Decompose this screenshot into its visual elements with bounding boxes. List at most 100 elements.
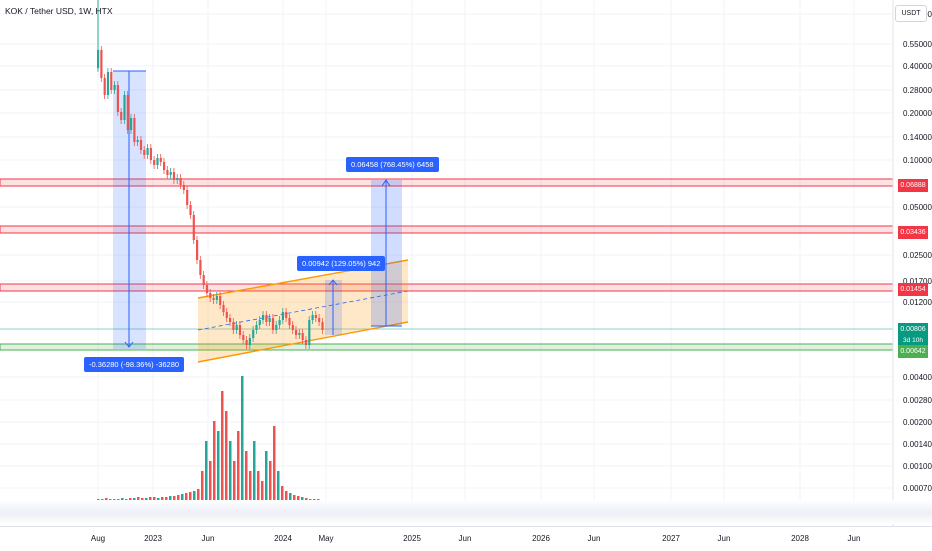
candle-body [301, 333, 304, 340]
candle-body [169, 172, 172, 175]
candle-body [288, 318, 291, 325]
volume-bar [241, 376, 244, 501]
candle-body [110, 72, 113, 90]
candle-body [321, 322, 324, 330]
time-axis-label: 2023 [144, 534, 162, 543]
candle-body [163, 162, 166, 170]
volume-bar [185, 493, 188, 501]
price-tick-label: 0.40000 [903, 62, 932, 71]
volume-series [97, 376, 320, 501]
candle-body [126, 95, 129, 130]
time-axis-label: May [318, 534, 334, 543]
candle-body [136, 140, 139, 142]
volume-bar [305, 498, 308, 501]
time-axis-label: Jun [847, 534, 861, 543]
candle-body [123, 95, 126, 120]
time-axis-label: 2025 [403, 534, 421, 543]
target2-measure-label[interactable]: 0.06458 (768.45%) 6458 [346, 157, 439, 172]
candle-body [156, 158, 159, 165]
time-axis[interactable] [0, 526, 932, 551]
price-tag-resistance-1: 0.06888 [898, 179, 928, 192]
volume-bar [133, 498, 136, 501]
volume-bar [217, 431, 220, 501]
time-axis-label: 2024 [274, 534, 292, 543]
candle-body [255, 325, 258, 330]
volume-bar [253, 441, 256, 501]
candle-body [291, 325, 294, 330]
volume-bar [165, 497, 168, 501]
price-tag-support: 0.00642 [898, 345, 928, 358]
candle-body [139, 140, 143, 150]
symbol-title[interactable]: KOK / Tether USD, 1W, HTX [5, 6, 113, 16]
candle-body [311, 315, 314, 320]
candle-body [318, 318, 321, 322]
time-axis-label: Jun [587, 534, 601, 543]
volume-bar [269, 461, 272, 501]
volume-bar [149, 497, 152, 501]
candle-body [149, 148, 152, 160]
candle-body [130, 118, 133, 130]
price-axis[interactable]: 0.750000.550000.400000.280000.200000.140… [903, 10, 932, 522]
price-tick-label: 0.10000 [903, 156, 932, 165]
volume-bar [205, 441, 208, 501]
candle-body [133, 118, 136, 142]
candle-body [295, 330, 298, 335]
price-tick-label: 0.55000 [903, 40, 932, 49]
price-tick-label: 0.00200 [903, 418, 932, 427]
volume-bar [177, 495, 180, 501]
candle-body [262, 315, 265, 320]
volume-bar [237, 431, 240, 501]
volume-bar [197, 489, 200, 501]
volume-bar [157, 498, 160, 501]
candle-body [192, 215, 195, 240]
candle-body [229, 318, 232, 322]
volume-bar [173, 496, 176, 501]
time-axis-label: 2026 [532, 534, 550, 543]
volume-bar [277, 471, 280, 501]
time-axis-label: Jun [201, 534, 215, 543]
drop-measure-label[interactable]: -0.36280 (-98.36%) -36280 [84, 357, 185, 372]
candle-body [252, 330, 255, 338]
candle-body [271, 318, 275, 330]
candle-body [308, 320, 311, 345]
candle-body [113, 85, 116, 90]
currency-button[interactable]: USDT [895, 5, 927, 22]
price-tick-label: 0.28000 [903, 86, 932, 95]
time-axis-label: 2028 [791, 534, 809, 543]
price-tick-label: 0.14000 [903, 133, 932, 142]
candle-body [199, 260, 202, 275]
price-tag-resistance-3: 0.01454 [898, 283, 928, 296]
volume-bar [169, 496, 172, 501]
time-axis-label: Jun [717, 534, 731, 543]
candle-body [172, 172, 176, 180]
volume-bar [249, 471, 252, 501]
candle-body [179, 178, 182, 185]
candle-body [182, 185, 185, 190]
price-tick-label: 0.01200 [903, 298, 932, 307]
volume-bar [201, 471, 204, 501]
candle-body [205, 285, 209, 293]
volume-bar [273, 426, 276, 501]
target1-arrow-head [328, 279, 338, 286]
candle-body [143, 150, 146, 155]
candle-body [215, 296, 218, 300]
chart-scroll-strip [0, 500, 932, 524]
volume-bar [257, 471, 260, 501]
volume-bar [141, 498, 144, 501]
candle-body [176, 178, 179, 180]
price-tick-label: 0.00400 [903, 373, 932, 382]
target1-measure-label[interactable]: 0.00942 (129.05%) 942 [297, 256, 386, 271]
candle-body [275, 325, 278, 330]
volume-bar [153, 497, 156, 501]
volume-bar [189, 492, 192, 501]
rising-channel-fill [198, 260, 408, 362]
candle-body [268, 318, 271, 322]
volume-bar [285, 491, 288, 501]
volume-bar [129, 498, 132, 501]
volume-bar [121, 498, 124, 501]
price-tick-label: 0.00140 [903, 440, 932, 449]
candle-body [209, 293, 212, 298]
candle-body [196, 240, 199, 260]
price-tag-current: 0.00806 [898, 323, 928, 336]
